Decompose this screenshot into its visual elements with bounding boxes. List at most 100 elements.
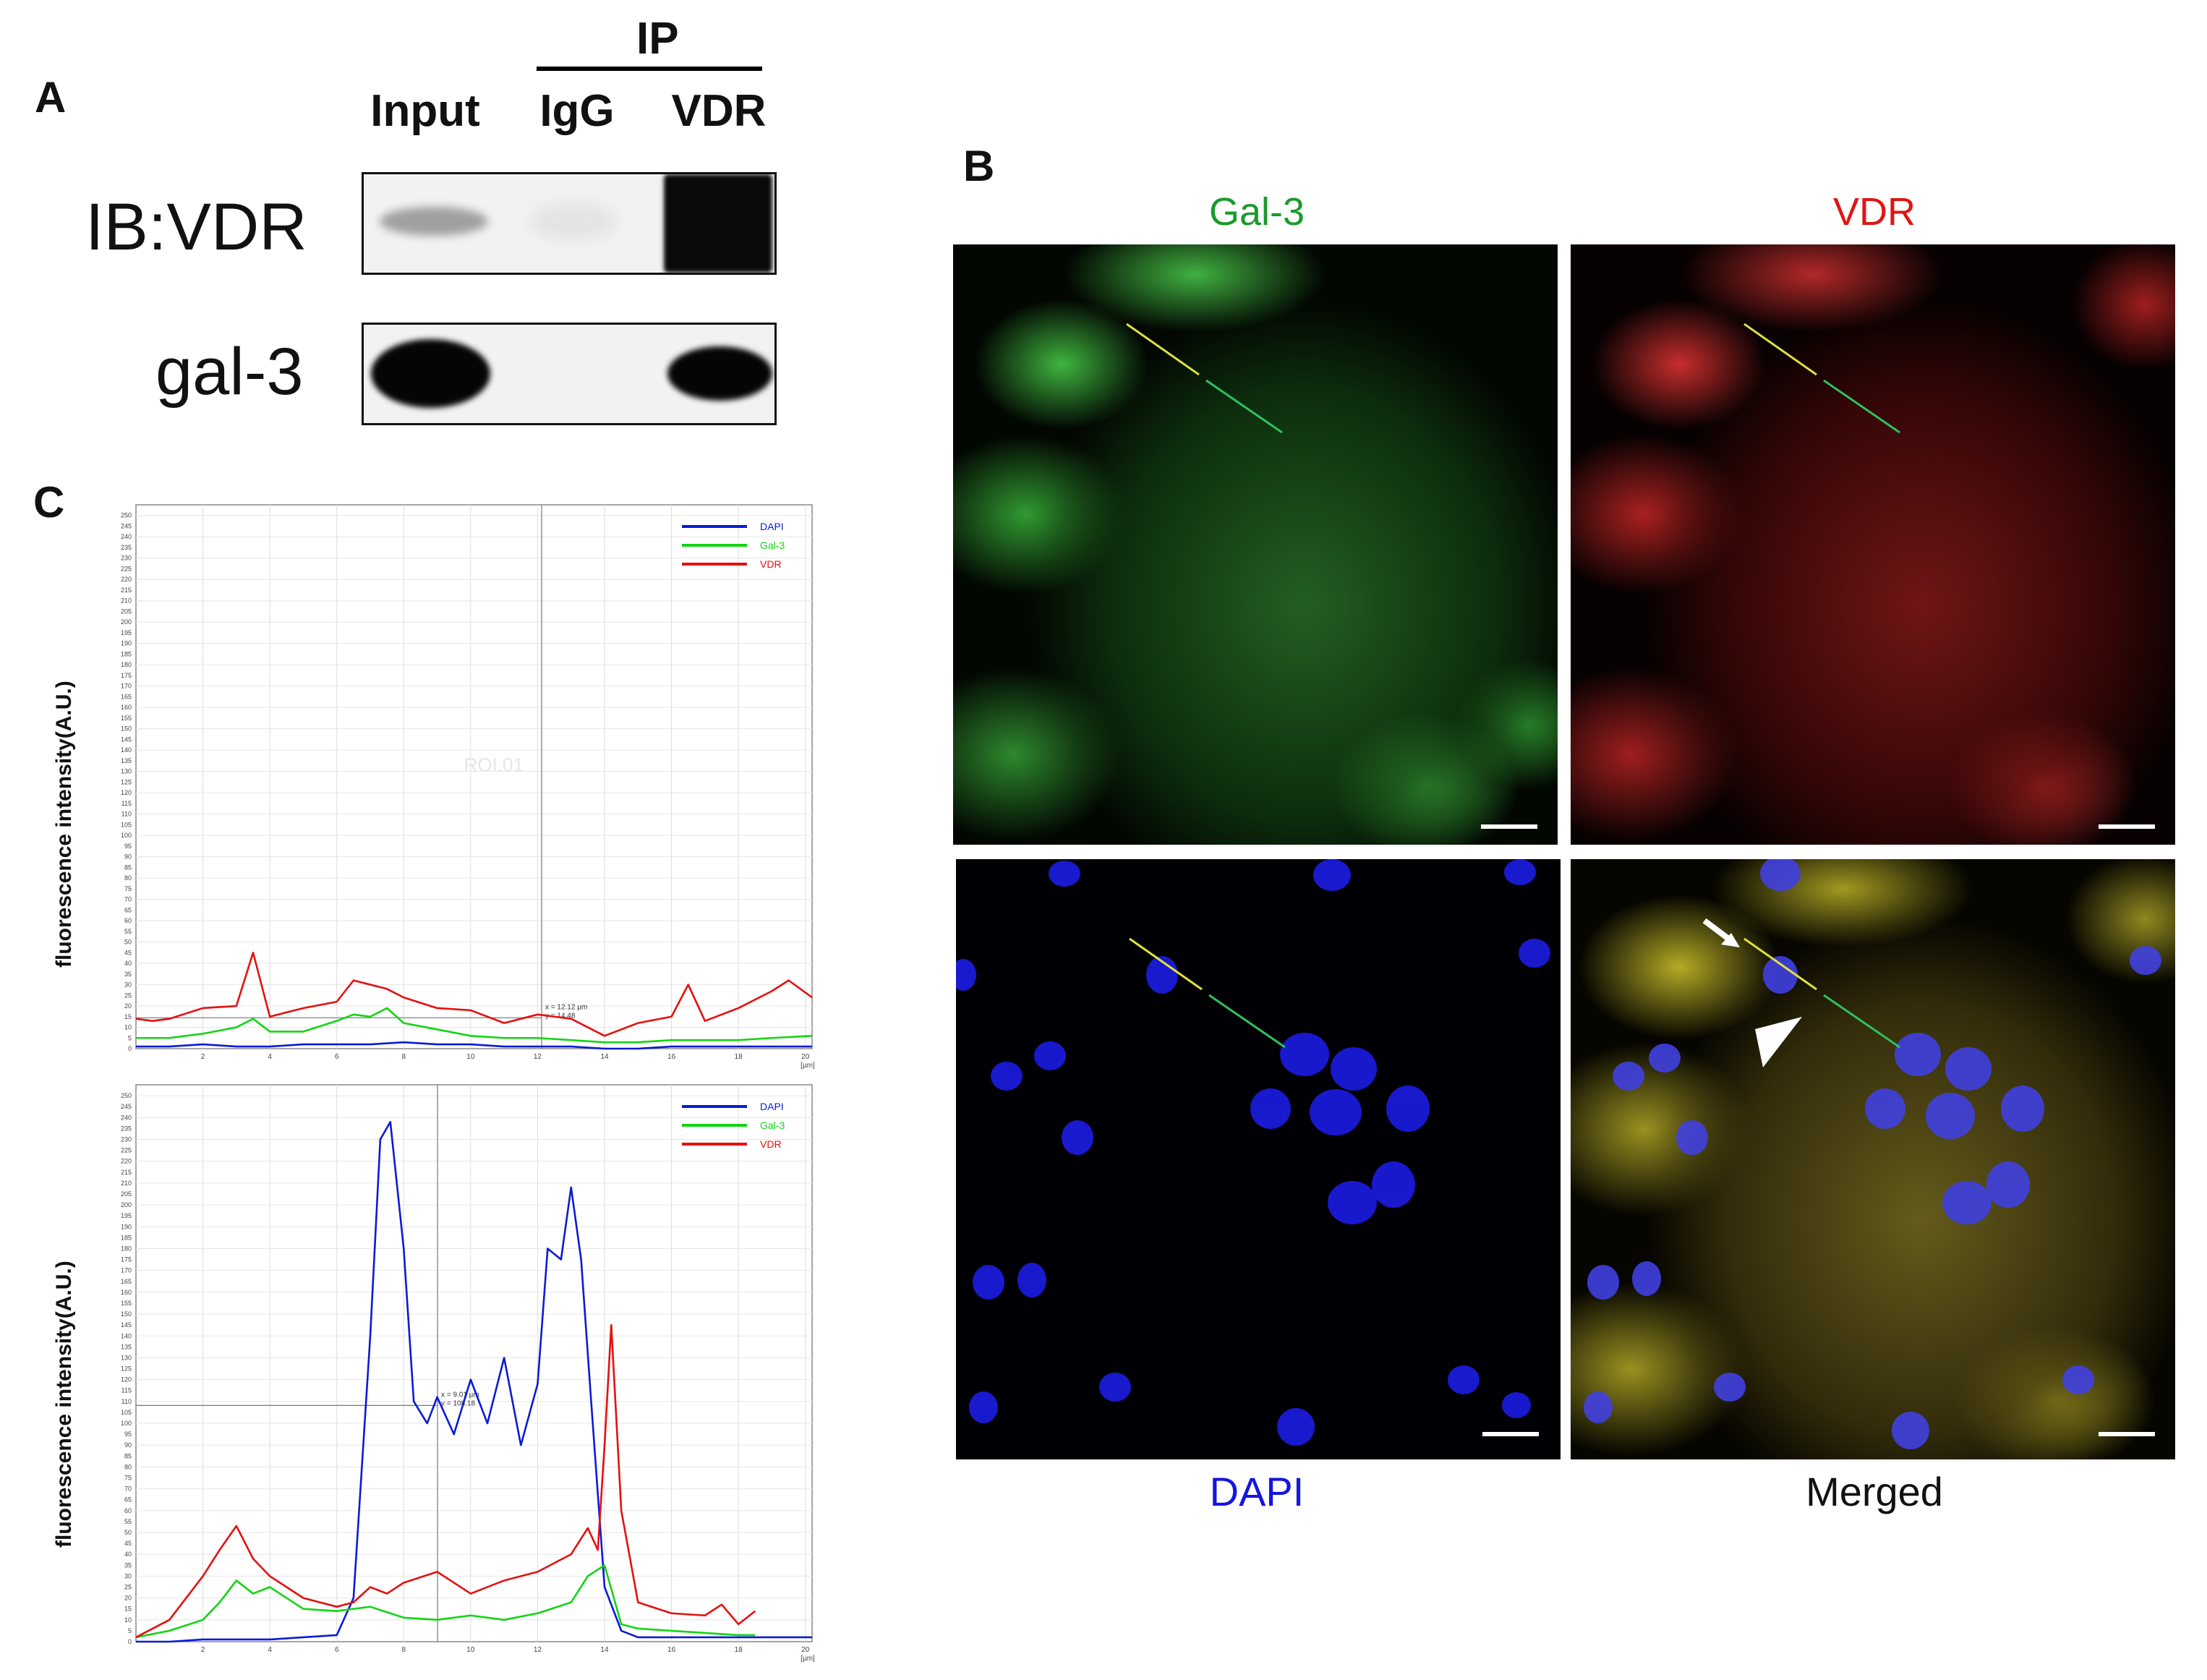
x-tick-label: 20 [801,1646,810,1654]
y-tick-label: 110 [121,1398,132,1405]
y-tick-label: 145 [121,1321,132,1329]
plot-area [135,1084,813,1642]
y-tick-label: 135 [121,1343,132,1350]
panel-b-letter: B [963,142,995,190]
y-tick-label: 130 [121,1354,132,1361]
x-tick-label: 6 [335,1053,339,1061]
panel-a-letter: A [35,73,67,121]
cursor-annotation: x = 9.01 µm [441,1391,479,1399]
micrograph-gal3 [953,244,1558,845]
y-tick-label: 75 [124,1475,132,1482]
y-tick-label: 225 [121,565,132,572]
band-vdr-vdr [664,174,772,273]
y-tick-label: 20 [124,1595,132,1602]
y-tick-label: 220 [121,576,132,583]
y-tick-label: 85 [124,864,132,871]
y-tick-label: 25 [124,992,132,999]
y-tick-label: 110 [121,811,132,818]
y-tick-label: 230 [121,555,132,562]
micrograph-dapi [956,859,1561,1459]
y-tick-label: 160 [121,1289,132,1296]
y-tick-label: 165 [121,693,132,700]
y-tick-label: 235 [121,544,132,551]
y-tick-label: 5 [128,1627,132,1634]
y-tick-label: 185 [121,650,132,657]
ip-label: IP [636,14,679,64]
x-tick-label: 16 [667,1646,676,1654]
y-tick-label: 65 [124,906,132,913]
y-tick-label: 215 [121,1169,132,1176]
x-tick-label: 18 [735,1053,743,1061]
y-tick-label: 245 [121,522,132,529]
legend-label: DAPI [760,1101,784,1112]
y-tick-label: 95 [124,843,132,850]
y-tick-label: 115 [121,800,132,807]
series-line-dapi [136,1041,812,1050]
y-tick-label: 105 [121,821,132,828]
blot-strip-vdr [362,172,777,275]
series-line-gal3 [135,1564,756,1639]
y-tick-label: 250 [121,512,132,519]
y-tick-label: 175 [121,672,132,679]
y-tick-label: 240 [121,533,132,540]
y-tick-label: 195 [121,629,132,636]
x-tick-label: 10 [466,1053,475,1061]
series-line-dapi [136,1121,812,1643]
y-tick-label: 165 [121,1278,132,1285]
y-tick-label: 210 [121,1180,132,1187]
x-tick-label: 18 [735,1646,743,1654]
y-tick-label: 0 [128,1638,132,1645]
y-tick-label: 25 [124,1584,132,1591]
legend-label: Gal-3 [760,540,785,551]
x-tick-label: 6 [335,1646,339,1654]
y-tick-label: 60 [124,917,132,924]
y-tick-label: 125 [121,1365,132,1373]
y-tick-label: 40 [124,960,132,967]
y-tick-label: 215 [121,587,132,594]
y-tick-label: 235 [121,1125,132,1132]
x-tick-label: 12 [534,1646,542,1654]
band-input-vdr [380,207,488,236]
lane-label-input: Input [370,86,480,136]
y-tick-label: 85 [124,1452,132,1459]
x-tick-label: 16 [667,1053,676,1061]
panel-c-letter: C [33,478,65,526]
y-tick-label: 50 [124,939,132,946]
y-tick-label: 30 [124,1572,132,1579]
x-tick-label: 2 [201,1646,205,1654]
y-tick-label: 220 [121,1158,132,1165]
profile-chart-1: 0 5 10 15 20 25 30 35 40 45 50 55 60 65 70 75 80 85 90 95 10… [121,504,815,1070]
x-tick-label: 12 [534,1053,542,1061]
y-tick-label: 190 [121,1223,132,1230]
x-tick-label: 8 [402,1053,406,1061]
roi-label: ROI.01 [464,754,524,776]
y-tick-label: 200 [121,618,132,626]
y-tick-label: 120 [121,1376,132,1383]
y-tick-label: 80 [124,874,132,882]
chart-2-ylabel: fluorescence intensity(A.U.) [52,1261,76,1548]
y-tick-label: 190 [121,640,132,647]
band-vdr-gal3 [667,346,772,401]
y-tick-label: 205 [121,1190,132,1198]
legend-label: DAPI [760,521,784,532]
y-tick-label: 120 [121,789,132,796]
channel-title-vdr: VDR [1832,190,1916,234]
y-tick-label: 100 [121,1420,132,1427]
cursor-annotation: x = 12.12 µm [545,1003,587,1011]
y-tick-label: 130 [121,768,132,775]
legend-label: VDR [760,558,782,570]
series-line-gal3 [136,1007,813,1044]
cursor-annotation: y = 14.48 [545,1012,576,1020]
channel-title-gal3: Gal-3 [1208,190,1305,234]
y-tick-label: 10 [124,1024,132,1031]
y-tick-label: 140 [121,746,132,754]
y-tick-label: 200 [121,1201,132,1208]
series-line-vdr [135,1323,756,1639]
x-tick-label: 4 [268,1053,272,1061]
y-tick-label: 90 [124,853,132,861]
y-tick-label: 140 [121,1332,132,1339]
y-tick-label: 65 [124,1496,132,1504]
y-tick-label: 210 [121,597,132,605]
x-tick-label: 20 [801,1053,810,1061]
scale-bar [2099,1432,2155,1436]
